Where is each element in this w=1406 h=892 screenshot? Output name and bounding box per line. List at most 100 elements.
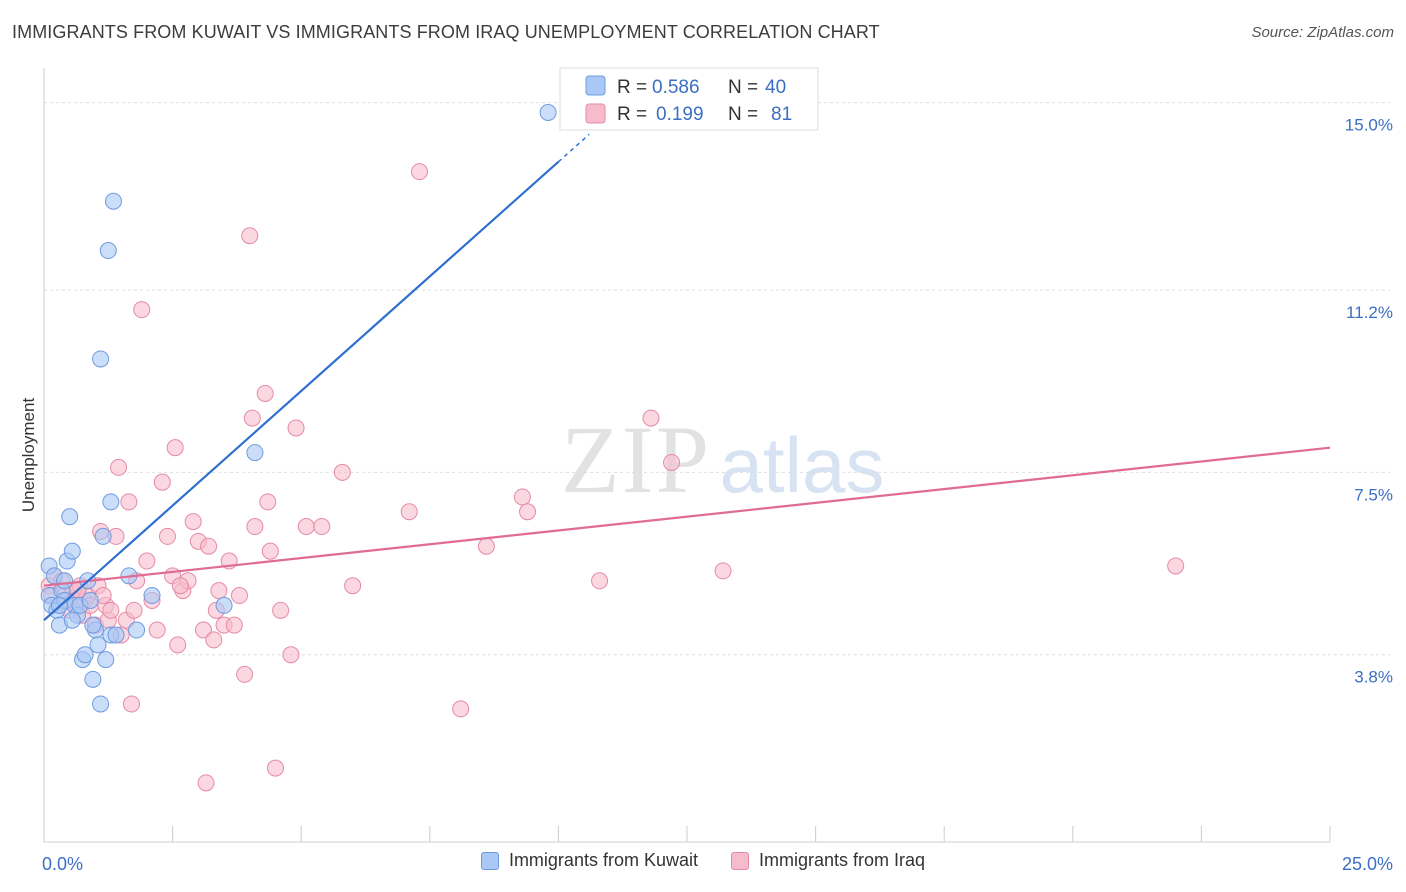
legend-kuwait-r-label: R =	[617, 77, 647, 98]
source-label: Source: ZipAtlas.com	[1251, 24, 1394, 41]
kuwait-point-24	[99, 242, 117, 260]
kuwait-point-28	[92, 350, 110, 368]
iraq-point-69	[513, 488, 531, 506]
iraq-point-33	[158, 527, 176, 545]
legend-kuwait-swatch	[585, 75, 606, 96]
kuwait-point-33	[143, 587, 161, 605]
iraq-point-31	[148, 621, 166, 639]
iraq-point-35	[166, 439, 184, 457]
legend-iraq-r-label: R =	[617, 104, 647, 125]
iraq-point-26	[125, 601, 143, 619]
iraq-point-66	[411, 163, 429, 181]
bottom-legend-kuwait: Immigrants from Kuwait	[480, 850, 698, 871]
iraq-point-59	[282, 646, 300, 664]
kuwait-point-37	[63, 611, 81, 629]
y-tick-label-1: 7.5%	[1354, 485, 1393, 504]
kuwait-point-38	[56, 572, 74, 590]
kuwait-point-29	[102, 493, 120, 511]
kuwait-point-34	[215, 596, 233, 614]
y-tick-label-2: 11.2%	[1346, 303, 1393, 322]
iraq-point-64	[344, 577, 362, 595]
y-tick-label-0: 3.8%	[1354, 668, 1393, 687]
iraq-point-56	[261, 542, 279, 560]
watermark-zip: ZIP	[561, 406, 711, 513]
kuwait-point-30	[84, 616, 102, 634]
kuwait-point-21	[92, 695, 110, 713]
iraq-point-65	[400, 503, 418, 521]
kuwait-point-17	[81, 591, 99, 609]
iraq-point-68	[477, 537, 495, 555]
iraq-point-70	[519, 503, 537, 521]
legend-iraq-n-value: 81	[771, 104, 792, 125]
kuwait-swatch	[480, 851, 499, 870]
iraq-point-42	[197, 774, 215, 792]
kuwait-point-10	[63, 542, 81, 560]
legend-iraq-r-value: 0.199	[656, 104, 704, 125]
kuwait-point-22	[94, 527, 112, 545]
iraq-point-61	[297, 518, 315, 536]
iraq-point-48	[225, 616, 243, 634]
iraq-point-44	[205, 631, 223, 649]
kuwait-point-35	[246, 444, 264, 462]
bottom-legend-iraq-label: Immigrants from Iraq	[759, 850, 926, 870]
legend-iraq-swatch	[585, 103, 606, 124]
kuwait-point-23	[97, 651, 115, 669]
iraq-point-36	[169, 636, 187, 654]
kuwait-point-26	[104, 192, 122, 210]
kuwait-trend-line	[43, 160, 560, 622]
y-axis-label: Unemployment	[19, 398, 38, 513]
axes	[43, 68, 1331, 843]
iraq-point-52	[243, 409, 261, 427]
y-tick-labels: 3.8% 7.5% 11.2% 15.0%	[1345, 116, 1393, 687]
bottom-legend-kuwait-label: Immigrants from Kuwait	[508, 850, 698, 870]
iraq-point-60	[287, 419, 305, 437]
iraq-point-39	[184, 513, 202, 531]
bottom-legend: Immigrants from Kuwait Immigrants from I…	[0, 850, 1406, 875]
kuwait-trend-extension	[557, 133, 590, 163]
iraq-point-73	[663, 453, 681, 471]
iraq-point-63	[333, 463, 351, 481]
y-tick-label-3: 15.0%	[1345, 116, 1393, 135]
iraq-point-50	[236, 665, 254, 683]
iraq-point-32	[153, 473, 171, 491]
iraq-point-28	[133, 301, 151, 319]
watermark-atlas: atlas	[720, 421, 885, 509]
iraq-point-41	[194, 621, 212, 639]
iraq-point-72	[642, 409, 660, 427]
iraq-point-55	[259, 493, 277, 511]
zipatlas-watermark: ZIP atlas	[561, 406, 884, 513]
iraq-point-21	[110, 458, 128, 476]
legend-kuwait-n-value: 40	[765, 77, 786, 98]
iraq-point-75	[1167, 557, 1185, 575]
x-tick-label-1: 25.0%	[1342, 854, 1393, 874]
iraq-point-29	[138, 552, 156, 570]
legend-kuwait-n-label: N =	[728, 77, 758, 98]
iraq-point-25	[122, 695, 140, 713]
stats-legend: R = 0.586 N = 40 R = 0.199 N = 81	[559, 67, 819, 131]
iraq-point-53	[246, 518, 264, 536]
chart-title: IMMIGRANTS FROM KUWAIT VS IMMIGRANTS FRO…	[12, 22, 880, 42]
iraq-point-62	[313, 518, 331, 536]
iraq-point-79	[171, 577, 189, 595]
iraq-point-19	[102, 601, 120, 619]
legend-kuwait-r-value: 0.586	[652, 77, 700, 98]
iraq-point-54	[256, 384, 274, 402]
iraq-point-45	[210, 582, 228, 600]
iraq-point-43	[200, 537, 218, 555]
iraq-point-74	[714, 562, 732, 580]
iraq-swatch	[731, 851, 749, 870]
x-tick-labels: 0.0% 25.0%	[42, 854, 1393, 874]
legend-iraq-n-label: N =	[728, 104, 758, 125]
kuwait-point-20	[89, 636, 107, 654]
kuwait-point-15	[76, 646, 94, 664]
kuwait-point-36	[539, 104, 557, 122]
iraq-point-24	[120, 493, 138, 511]
kuwait-point-9	[61, 508, 79, 526]
iraq-point-51	[241, 227, 259, 245]
iraq-point-57	[272, 601, 290, 619]
x-tick-label-0: 0.0%	[42, 854, 83, 874]
trend-lines	[43, 133, 1331, 622]
iraq-point-58	[266, 759, 284, 777]
iraq-point-49	[230, 587, 248, 605]
